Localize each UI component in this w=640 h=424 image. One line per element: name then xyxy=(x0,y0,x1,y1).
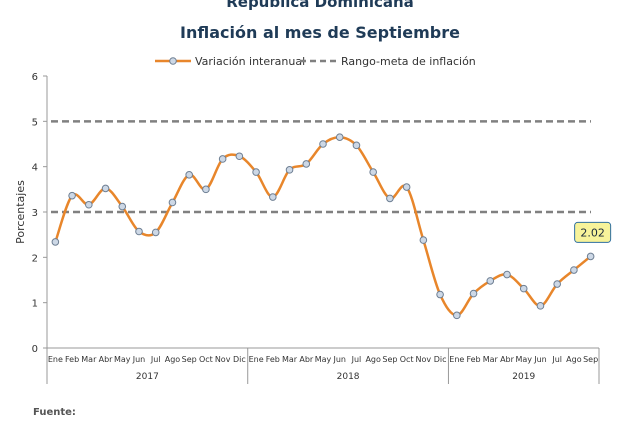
x-tick-label: Jun xyxy=(533,355,547,364)
data-point xyxy=(235,152,244,161)
data-point xyxy=(285,166,294,174)
data-point xyxy=(168,198,177,207)
y-tick-label: 1 xyxy=(32,299,38,310)
last-value-callout-text: 2.02 xyxy=(580,226,605,239)
data-point xyxy=(386,194,394,203)
x-tick-label: May xyxy=(114,355,131,364)
x-tick-label: Ago xyxy=(165,355,181,364)
chart-subtitle: Inflación al mes de Septiembre xyxy=(180,23,460,42)
x-tick-label: Ago xyxy=(566,355,582,364)
data-point xyxy=(252,168,260,176)
x-tick-label: Dic xyxy=(434,355,447,364)
year-label: 2017 xyxy=(136,372,159,382)
y-tick-label: 6 xyxy=(32,72,38,83)
x-tick-label: Feb xyxy=(266,355,280,364)
last-value-callout xyxy=(574,221,612,243)
x-tick-label: Dic xyxy=(233,355,246,364)
legend-marker-swatch xyxy=(169,57,177,65)
source-label: Fuente: xyxy=(33,407,76,418)
legend-label-rango-meta: Rango-meta de inflación xyxy=(341,55,476,68)
x-tick-label: Nov xyxy=(215,355,231,364)
y-axis-label: Porcentajes xyxy=(14,180,27,244)
data-point xyxy=(402,183,411,191)
y-tick-label: 4 xyxy=(32,163,38,174)
x-tick-label: Jul xyxy=(551,355,562,364)
x-tick-label: Sep xyxy=(583,355,598,364)
x-tick-label: Feb xyxy=(466,355,480,364)
x-tick-label: Jul xyxy=(351,355,362,364)
data-point xyxy=(486,277,495,285)
x-tick-label: Oct xyxy=(400,355,414,364)
data-point xyxy=(419,236,428,244)
data-point xyxy=(269,193,277,201)
y-tick-label: 5 xyxy=(32,117,38,128)
data-point xyxy=(151,228,160,237)
x-tick-label: Jul xyxy=(150,355,161,364)
x-tick-label: Sep xyxy=(382,355,397,364)
x-tick-label: Ene xyxy=(48,355,63,364)
x-tick-label: Ene xyxy=(249,355,264,364)
data-point xyxy=(202,185,210,194)
chart-title: República Dominicana xyxy=(226,0,414,11)
y-tick-label: 3 xyxy=(32,208,38,219)
data-point xyxy=(319,140,327,148)
year-label: 2019 xyxy=(512,372,535,382)
data-point xyxy=(302,160,311,168)
x-tick-label: Ago xyxy=(365,355,381,364)
x-tick-label: Abr xyxy=(299,355,314,364)
x-tick-label: Oct xyxy=(199,355,213,364)
x-tick-label: May xyxy=(515,355,532,364)
data-point xyxy=(218,155,227,163)
x-tick-label: Mar xyxy=(81,355,97,364)
x-tick-label: Sep xyxy=(182,355,197,364)
x-tick-label: Mar xyxy=(483,355,499,364)
series-line-variacion xyxy=(54,135,592,317)
x-tick-label: Jun xyxy=(132,355,146,364)
x-tick-label: Abr xyxy=(99,355,114,364)
y-tick-label: 2 xyxy=(32,253,38,264)
x-tick-label: Mar xyxy=(282,355,298,364)
data-point xyxy=(68,191,76,200)
data-point xyxy=(135,227,143,236)
x-tick-label: Nov xyxy=(416,355,432,364)
data-point xyxy=(185,171,193,179)
data-point xyxy=(503,270,511,279)
data-point xyxy=(519,284,528,293)
year-label: 2018 xyxy=(337,372,360,382)
data-point xyxy=(453,311,461,320)
x-tick-label: May xyxy=(315,355,332,364)
data-point xyxy=(101,184,110,193)
data-point xyxy=(469,289,478,298)
data-point xyxy=(118,202,127,211)
y-tick-label: 0 xyxy=(32,344,38,355)
x-tick-label: Abr xyxy=(500,355,515,364)
data-point xyxy=(85,200,93,209)
data-point xyxy=(335,133,344,141)
x-tick-label: Jun xyxy=(332,355,346,364)
x-tick-label: Feb xyxy=(65,355,79,364)
data-point xyxy=(553,280,561,288)
data-point xyxy=(536,302,545,310)
x-tick-label: Ene xyxy=(449,355,464,364)
legend: Variación interanual Rango-meta de infla… xyxy=(155,55,476,68)
data-point xyxy=(570,266,578,274)
data-point xyxy=(586,252,595,261)
data-point xyxy=(51,238,60,246)
data-point xyxy=(352,141,361,150)
data-point xyxy=(369,168,377,176)
legend-label-variacion: Variación interanual xyxy=(195,55,305,68)
data-point xyxy=(436,290,444,299)
